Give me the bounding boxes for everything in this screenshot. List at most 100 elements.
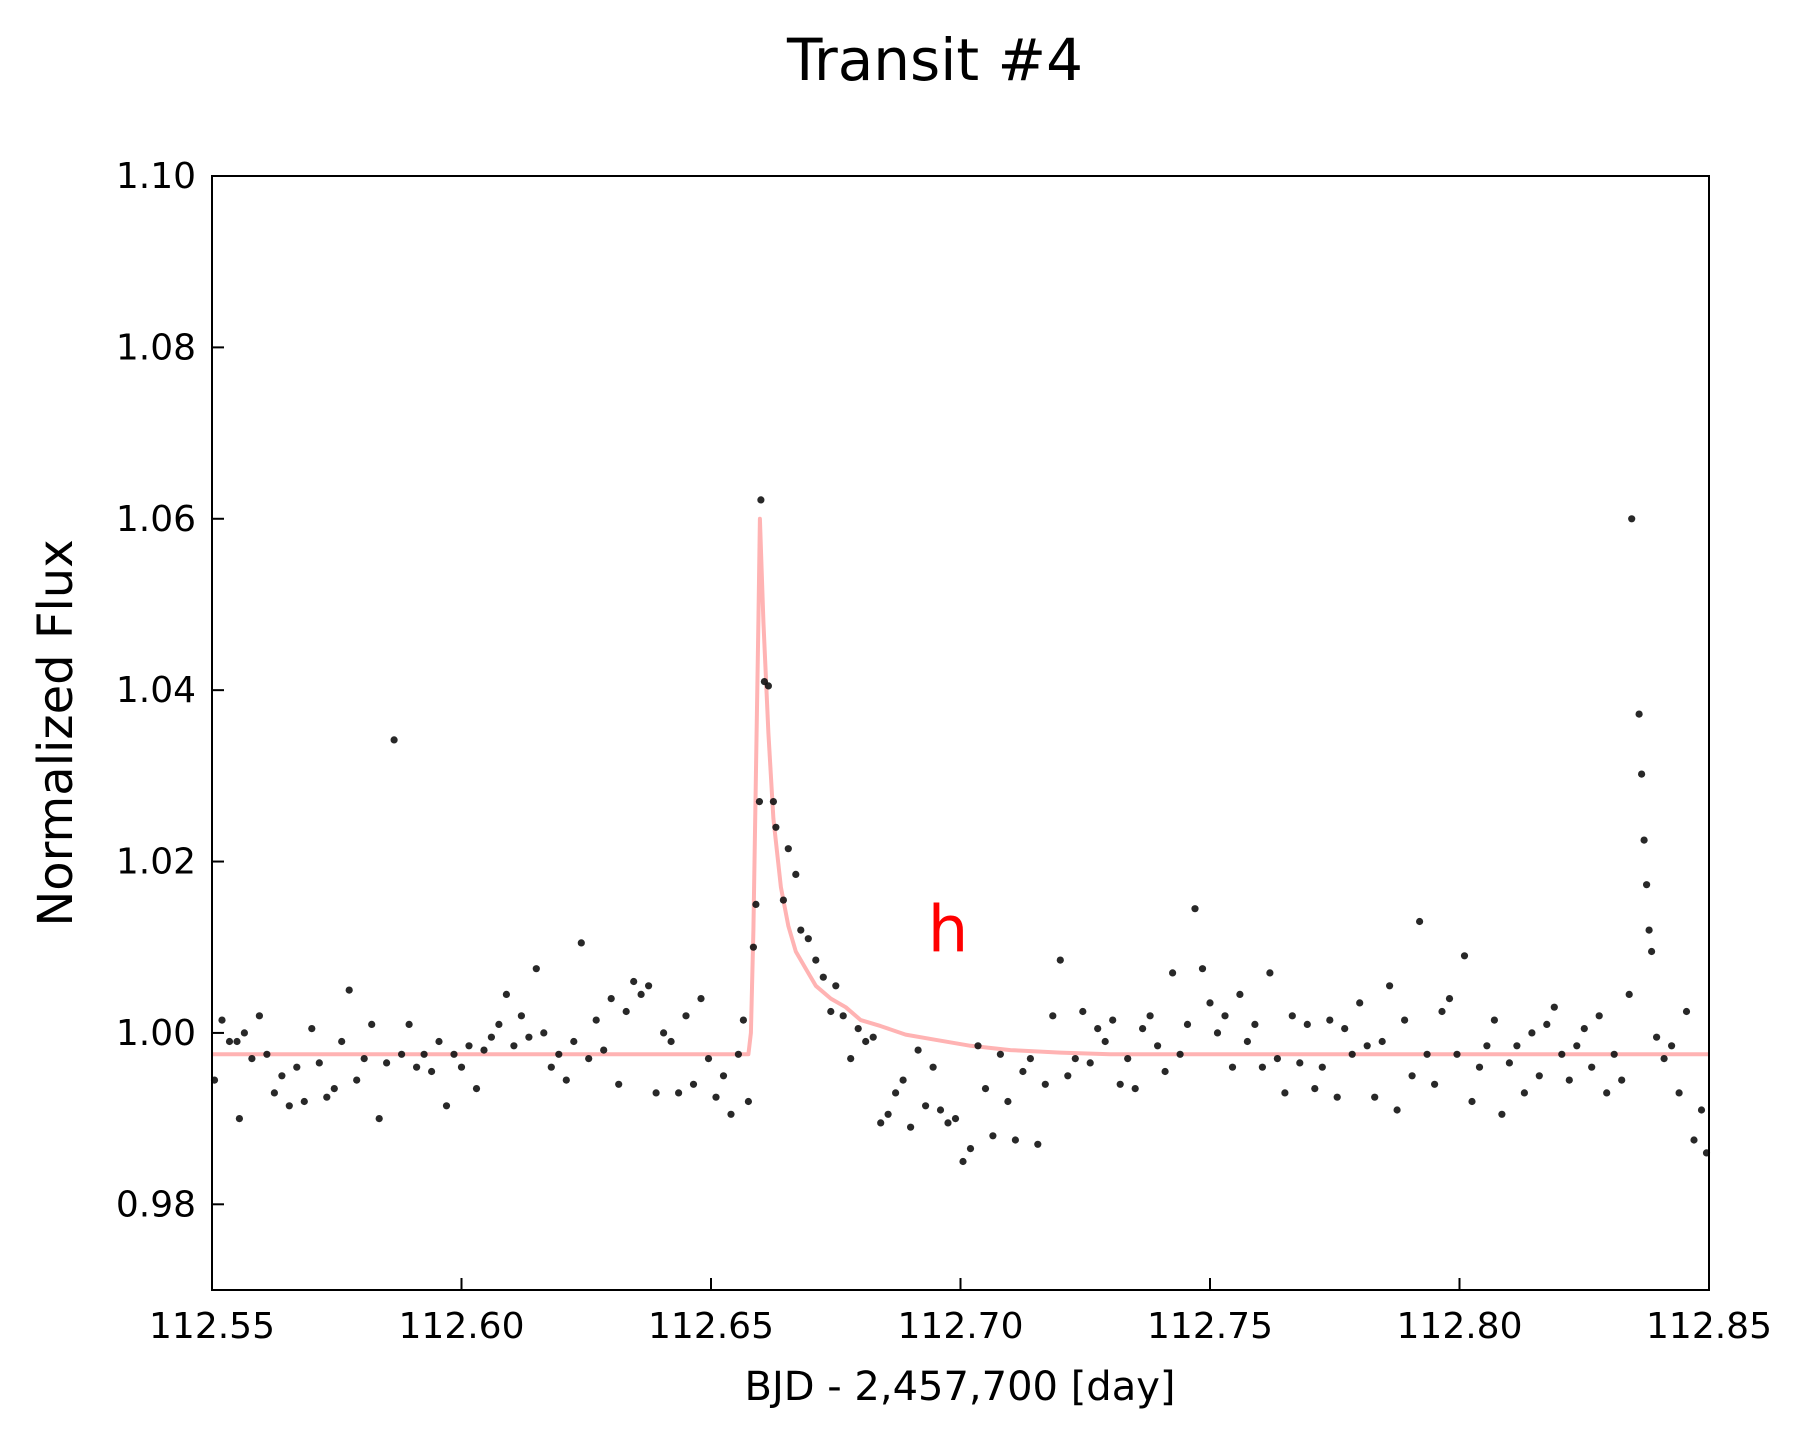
data-point [877, 1119, 885, 1127]
data-point [285, 1102, 293, 1110]
data-point [472, 1085, 481, 1093]
data-point [1161, 1067, 1169, 1076]
y-tick-label: 0.98 [116, 1184, 196, 1225]
data-point [413, 1063, 421, 1071]
data-point [944, 1119, 952, 1127]
data-point [951, 1115, 960, 1123]
data-point [555, 1050, 563, 1058]
data-point [764, 682, 773, 690]
data-point [517, 1012, 526, 1020]
data-points [210, 496, 1711, 1166]
data-point [1498, 1110, 1506, 1118]
data-point [510, 1042, 518, 1050]
data-point [1431, 1080, 1439, 1088]
data-point [892, 1089, 900, 1097]
data-point [1011, 1136, 1020, 1144]
data-point [712, 1093, 720, 1101]
data-point [1490, 1016, 1498, 1024]
data-point [1690, 1136, 1698, 1144]
data-point [1535, 1072, 1543, 1080]
data-point [383, 1059, 391, 1067]
y-tick-label: 1.08 [116, 327, 196, 368]
data-point [1176, 1050, 1184, 1058]
data-point [1520, 1089, 1528, 1097]
data-point [420, 1050, 428, 1058]
data-point [1558, 1050, 1566, 1058]
data-point [1697, 1106, 1706, 1114]
data-point [847, 1055, 855, 1063]
data-point [675, 1089, 683, 1097]
data-point [570, 1037, 578, 1046]
data-point [1243, 1037, 1251, 1046]
data-point [562, 1076, 570, 1084]
data-point [1363, 1042, 1371, 1050]
data-point [263, 1050, 271, 1058]
data-point [739, 1016, 748, 1024]
data-point [502, 990, 510, 999]
data-point [1109, 1016, 1117, 1024]
data-point [727, 1110, 735, 1118]
data-point [1610, 1050, 1618, 1058]
data-point [1638, 770, 1646, 778]
data-point [308, 1025, 316, 1033]
x-tick-label: 112.85 [1646, 1306, 1772, 1347]
data-point [405, 1020, 413, 1028]
data-point [1645, 926, 1653, 934]
data-point [248, 1055, 256, 1063]
data-point [974, 1042, 982, 1050]
data-point [1221, 1012, 1229, 1020]
data-point [755, 798, 764, 806]
data-point [1423, 1050, 1431, 1058]
data-point [338, 1037, 346, 1046]
data-point [1603, 1089, 1611, 1097]
data-point [1071, 1055, 1079, 1063]
data-point [1445, 995, 1454, 1003]
data-point [869, 1033, 877, 1041]
data-point [1273, 1055, 1281, 1063]
data-point [465, 1042, 473, 1050]
data-point [1049, 1012, 1057, 1020]
data-point [630, 977, 638, 986]
data-point [442, 1102, 451, 1110]
data-point [300, 1097, 308, 1106]
data-point [734, 1050, 743, 1058]
data-point [1326, 1016, 1334, 1024]
data-point [1079, 1007, 1087, 1016]
data-point [532, 965, 540, 973]
data-point [600, 1046, 608, 1054]
data-point [697, 995, 705, 1003]
data-point [375, 1115, 383, 1123]
data-point [353, 1076, 361, 1084]
data-point [1640, 836, 1648, 844]
data-point [1303, 1020, 1311, 1028]
x-tick-label: 112.65 [648, 1306, 774, 1347]
data-point [804, 935, 812, 943]
data-point [884, 1110, 892, 1118]
data-point [1206, 999, 1214, 1007]
data-point [1086, 1059, 1094, 1067]
data-point [682, 1012, 690, 1020]
data-point [812, 956, 820, 964]
data-point [1213, 1029, 1222, 1037]
data-point [862, 1037, 870, 1046]
data-point [907, 1123, 915, 1131]
data-point [1288, 1012, 1296, 1020]
data-point [1183, 1020, 1192, 1028]
data-point [218, 1016, 226, 1024]
data-point [1588, 1063, 1596, 1071]
data-point [390, 736, 398, 744]
data-point [278, 1072, 286, 1080]
data-point [1094, 1025, 1102, 1033]
data-point [1348, 1050, 1356, 1058]
data-point [899, 1076, 907, 1084]
data-point [1236, 990, 1244, 999]
data-point [667, 1037, 675, 1046]
data-point [1281, 1089, 1289, 1097]
data-point [1668, 1042, 1676, 1050]
data-point [1483, 1042, 1491, 1050]
plot-frame [211, 175, 1710, 1291]
data-point [1460, 952, 1469, 960]
data-point [487, 1033, 495, 1041]
data-point [622, 1007, 630, 1016]
data-point [996, 1050, 1005, 1058]
